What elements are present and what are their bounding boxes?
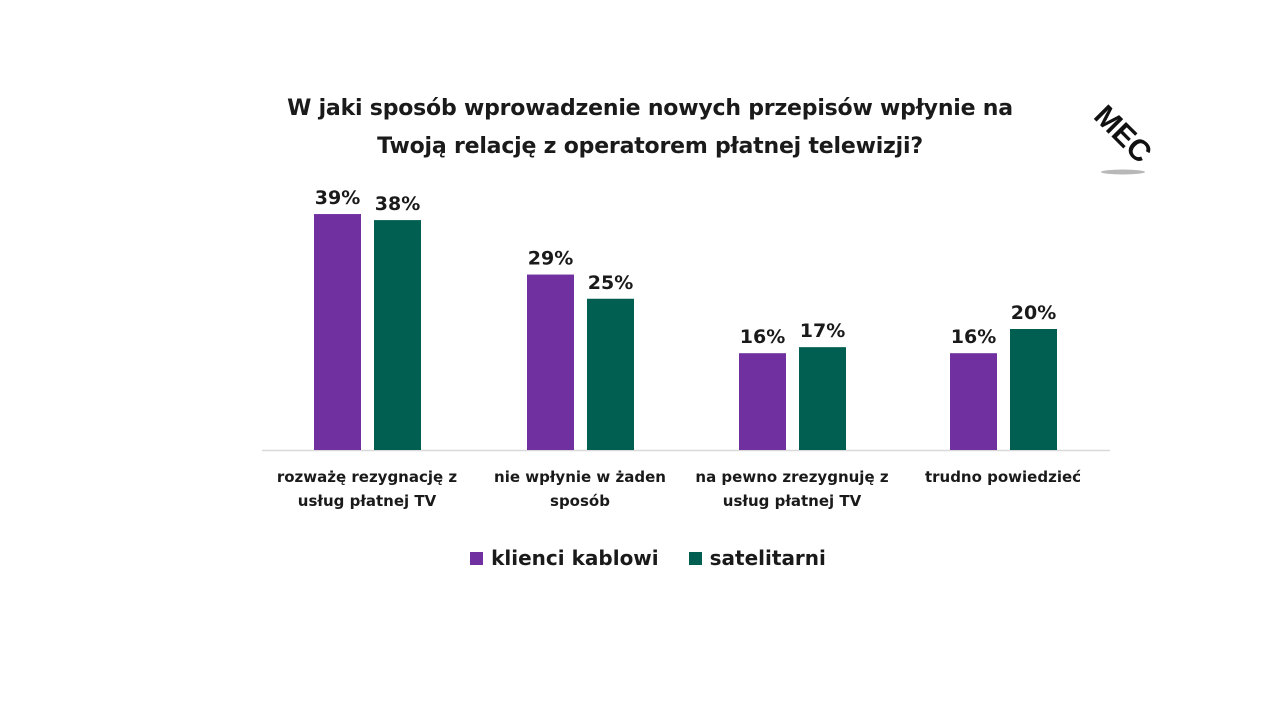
category-label-1-line-1: sposób xyxy=(550,492,610,510)
chart-title: W jaki sposób wprowadzenie nowych przepi… xyxy=(260,90,1040,166)
legend-item-satelitarni: satelitarni xyxy=(688,546,826,570)
category-label-2-line-1: usług płatnej TV xyxy=(723,492,862,510)
chart-title-line-1: W jaki sposób wprowadzenie nowych przepi… xyxy=(287,96,1013,121)
chart-title-line-2: Twoją relację z operatorem płatnej telew… xyxy=(377,134,923,159)
data-label-satelitarni-2: 17% xyxy=(800,320,845,342)
legend-swatch-klienci-kablowi xyxy=(470,551,484,565)
category-label-0-line-1: usług płatnej TV xyxy=(298,492,437,510)
category-label-0-line-0: rozważę rezygnację z xyxy=(277,468,458,486)
bar-klienci-kablowi-1 xyxy=(527,274,574,450)
legend-label-satelitarni: satelitarni xyxy=(709,546,826,570)
bar-satelitarni-3 xyxy=(1010,329,1057,450)
bar-klienci-kablowi-3 xyxy=(950,353,997,450)
data-label-satelitarni-3: 20% xyxy=(1011,302,1056,324)
category-label-3-line-0: trudno powiedzieć xyxy=(925,468,1081,486)
mec-logo: MEC xyxy=(1092,100,1154,175)
data-label-klienci-kablowi-1: 29% xyxy=(528,248,573,270)
data-label-satelitarni-1: 25% xyxy=(588,272,633,294)
data-label-klienci-kablowi-0: 39% xyxy=(315,187,360,209)
data-label-klienci-kablowi-3: 16% xyxy=(951,326,996,348)
data-label-satelitarni-0: 38% xyxy=(375,193,420,215)
category-label-2-line-0: na pewno zrezygnuję z xyxy=(695,468,888,486)
bar-satelitarni-2 xyxy=(799,347,846,450)
legend-label-klienci-kablowi: klienci kablowi xyxy=(491,546,659,570)
bar-chart: 39% 29% 16% 16% 38% 25% 17% 20% rozważę rezygnac… xyxy=(262,187,1110,510)
bar-klienci-kablowi-2 xyxy=(739,353,786,450)
bar-satelitarni-1 xyxy=(587,298,634,450)
bar-satelitarni-0 xyxy=(374,220,421,450)
bar-klienci-kablowi-0 xyxy=(314,214,361,450)
legend-swatch-satelitarni xyxy=(688,551,702,565)
data-label-klienci-kablowi-2: 16% xyxy=(740,326,785,348)
chart-legend: klienci kablowi satelitarni xyxy=(0,546,1280,570)
category-label-1-line-0: nie wpłynie w żaden xyxy=(494,468,666,486)
legend-item-klienci-kablowi: klienci kablowi xyxy=(470,546,659,570)
